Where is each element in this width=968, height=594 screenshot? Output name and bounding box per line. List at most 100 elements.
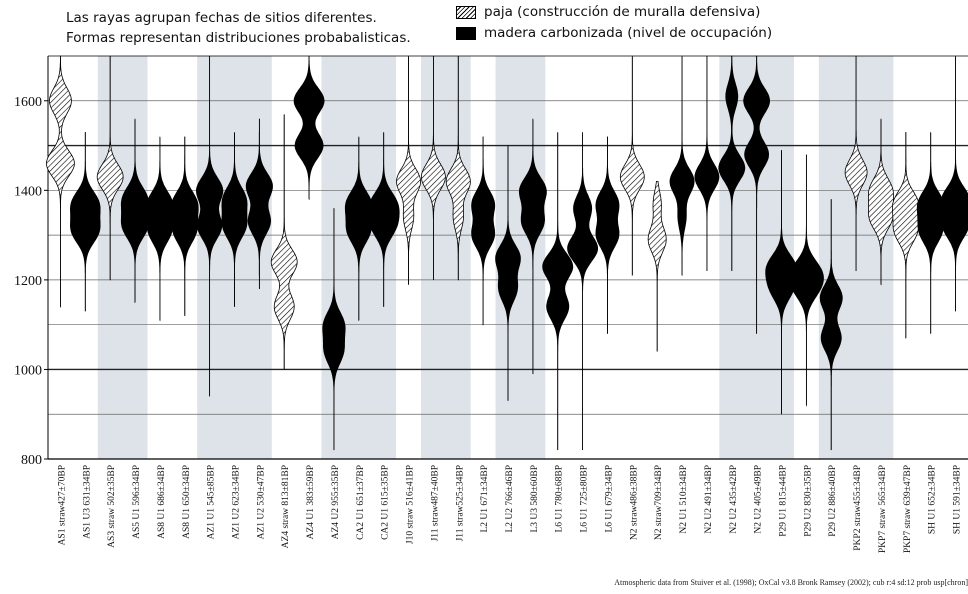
sample-distribution-wood: [916, 133, 945, 334]
x-tick-label: N2 U2 405±49BP: [754, 465, 764, 534]
sample-mark: [146, 136, 174, 322]
sample-mark: [669, 56, 695, 276]
x-tick-label: AS1 straw427±70BP: [57, 465, 67, 545]
sample-mark: [367, 132, 400, 307]
x-tick-label: AZ4 U1 383±59BP: [306, 465, 316, 539]
sample-distribution-straw: [45, 55, 75, 309]
shaded-band: [420, 56, 471, 459]
sample-mark: [743, 55, 771, 334]
solid-swatch-icon: [456, 26, 476, 40]
legend-item-straw: paja (construcción de muralla defensiva): [456, 4, 760, 20]
x-tick-label: L2 U2 766±46BP: [505, 465, 515, 533]
sample-distribution-wood: [669, 56, 695, 276]
sample-distribution-wood: [69, 132, 101, 312]
sample-mark: [892, 132, 920, 339]
sample-distribution-wood: [595, 136, 620, 334]
sample-distribution-wood: [718, 55, 746, 272]
legend-label-wood: madera carbonizada (nivel de occupación): [484, 25, 773, 41]
x-tick-label: J11 straw525±34BP: [455, 465, 465, 541]
sample-mark: [471, 136, 496, 326]
sample-distribution-wood: [940, 56, 968, 312]
sample-distribution-wood: [743, 55, 771, 334]
x-tick-label: AS5 U1 596±34BP: [132, 465, 142, 539]
sample-distribution-straw: [619, 56, 645, 276]
sample-mark: [396, 56, 421, 286]
sample-mark: [120, 118, 150, 304]
sample-distribution-straw: [96, 56, 124, 281]
sample-distribution-wood: [819, 199, 843, 451]
x-tick-label: PKP7 straw 639±47BP: [903, 465, 913, 553]
chart-note-line-1: Las rayas agrupan fechas de sitios difer…: [66, 10, 377, 26]
sample-mark: [765, 150, 798, 415]
legend-label-straw: paja (construcción de muralla defensiva): [484, 4, 761, 20]
sample-mark: [45, 55, 75, 309]
y-tick-label: 1000: [14, 363, 42, 378]
footer-attribution: Atmospheric data from Stuiver et al. (19…: [614, 578, 968, 587]
sample-mark: [96, 56, 124, 281]
sample-mark: [221, 132, 248, 307]
x-tick-label: AZ1 U2 623±34BP: [231, 465, 241, 539]
sample-distribution-straw: [421, 56, 446, 281]
sample-mark: [495, 145, 521, 401]
sample-distribution-wood: [518, 119, 547, 375]
shaded-band: [97, 56, 148, 459]
legend-item-wood: madera carbonizada (nivel de occupación): [456, 25, 772, 41]
sample-mark: [694, 56, 720, 272]
x-tick-label: P29 U2 886±40BP: [828, 465, 838, 537]
x-tick-label: L6 U1 725±80BP: [580, 465, 590, 533]
x-tick-label: SH U1 652±34BP: [928, 465, 938, 534]
sample-distribution-wood: [170, 136, 199, 317]
x-tick-label: N2 straw709±34BP: [654, 465, 664, 540]
x-tick-label: P29 U1 815±44BP: [779, 465, 789, 537]
sample-mark: [245, 118, 273, 290]
sample-distribution-wood: [293, 55, 325, 200]
sample-distribution-straw: [396, 56, 421, 286]
sample-mark: [844, 56, 868, 272]
x-tick-label: AZ4 U2 955±35BP: [331, 465, 341, 539]
sample-mark: [619, 56, 645, 276]
y-tick-label: 1400: [14, 184, 42, 199]
sample-mark: [567, 132, 598, 451]
x-tick-label: AS8 U1 650±34BP: [182, 465, 192, 539]
x-tick-label: CA2 U1 651±37BP: [356, 465, 366, 540]
sample-distribution-straw: [270, 115, 298, 370]
sample-mark: [788, 154, 824, 407]
x-tick-label: SH U1 591±34BP: [953, 465, 963, 534]
sample-distribution-wood: [221, 133, 248, 307]
x-tick-label: N2 U2 491±34BP: [704, 465, 714, 534]
x-tick-label: N2 U2 435±42BP: [729, 465, 739, 534]
y-tick-label: 1200: [14, 274, 42, 289]
sample-distribution-straw: [445, 56, 471, 281]
x-tick-label: N2 U1 510±34BP: [679, 465, 689, 534]
sample-mark: [868, 118, 894, 286]
sample-distribution-wood: [788, 154, 824, 407]
sample-mark: [421, 56, 446, 281]
sample-mark: [195, 56, 224, 397]
sample-distribution-wood: [120, 119, 150, 304]
sample-distribution-straw: [892, 132, 920, 339]
sample-distribution-wood: [344, 137, 373, 322]
sample-distribution-wood: [495, 146, 521, 401]
sample-distribution-wood: [471, 136, 496, 326]
sample-mark: [542, 132, 574, 451]
x-tick-label: L2 U1 671±34BP: [480, 465, 490, 533]
sample-distribution-wood: [146, 137, 174, 322]
sample-mark: [595, 136, 620, 334]
sample-mark: [445, 56, 471, 281]
sample-distribution-wood: [567, 133, 598, 451]
sample-mark: [518, 118, 547, 375]
sample-mark: [940, 56, 968, 312]
sample-mark: [344, 136, 373, 322]
sample-distribution-straw: [844, 56, 868, 272]
x-tick-label: AS1 U3 631±34BP: [82, 465, 92, 539]
y-tick-label: 800: [21, 453, 42, 468]
sample-distribution-wood: [367, 133, 400, 307]
sample-distribution-wood: [542, 133, 574, 451]
y-tick-label: 1600: [14, 95, 42, 110]
sample-mark: [270, 114, 298, 370]
sample-mark: [647, 181, 667, 352]
x-tick-label: J11 straw487±40BP: [430, 465, 440, 541]
x-tick-label: PKP2 straw455±34BP: [853, 465, 863, 551]
sample-distribution-straw: [868, 119, 894, 286]
